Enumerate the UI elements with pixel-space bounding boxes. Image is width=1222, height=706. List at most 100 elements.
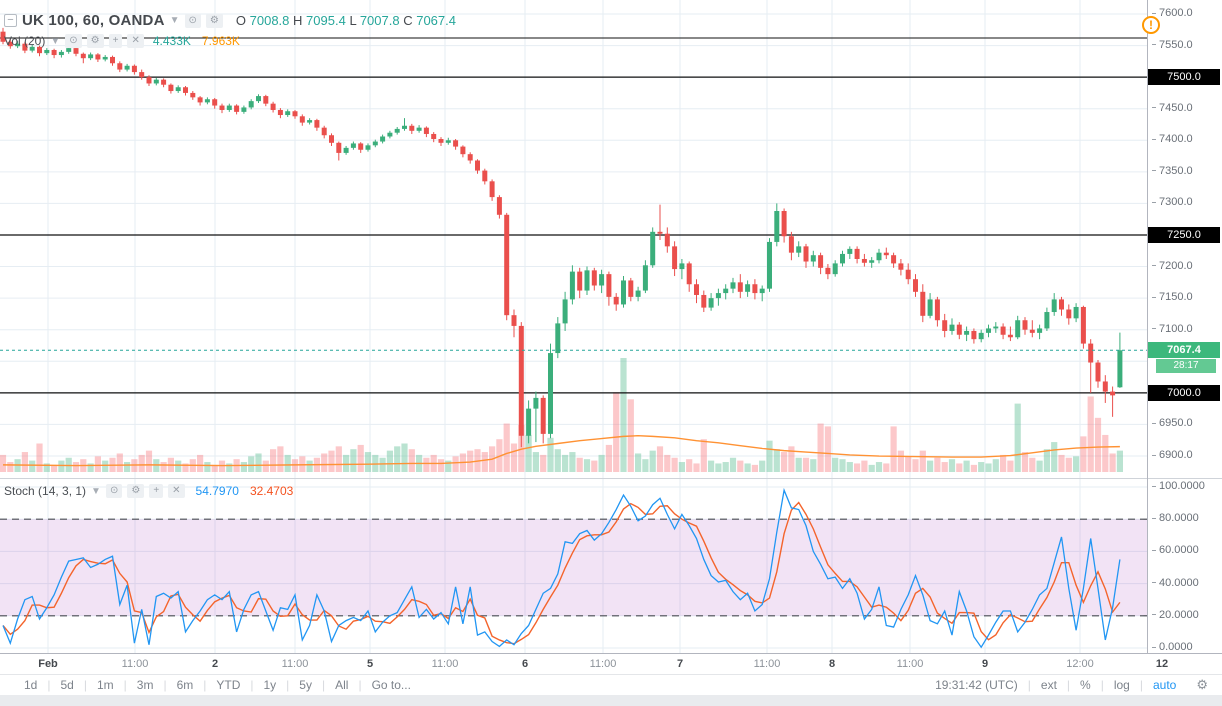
range-button-1m[interactable]: 1m <box>96 678 114 692</box>
toolbar-button-ext[interactable]: ext <box>1040 678 1057 692</box>
candle-body <box>1007 334 1013 338</box>
gear-icon[interactable]: ⚙ <box>127 484 145 498</box>
candle-body <box>168 84 174 92</box>
clock-utc[interactable]: 19:31:42 (UTC) <box>935 678 1018 692</box>
volume-bar <box>729 457 737 472</box>
toolbar-button-auto[interactable]: auto <box>1152 678 1177 692</box>
range-button-5y[interactable]: 5y <box>299 678 312 692</box>
toolbar-separator: | <box>1139 678 1143 692</box>
eye-icon[interactable]: ⊙ <box>105 484 123 498</box>
time-label-5: 5 <box>366 658 374 670</box>
volume-layer <box>0 358 1123 472</box>
time-label-6: 6 <box>521 658 529 670</box>
close-icon[interactable]: ✕ <box>127 34 144 48</box>
pane-separator[interactable] <box>0 478 1222 479</box>
volume-bar <box>912 459 919 472</box>
volume-bar <box>854 463 861 472</box>
gear-icon[interactable]: ⚙ <box>205 13 223 28</box>
volume-bar <box>715 463 722 472</box>
volume-bar <box>43 463 50 472</box>
chevron-down-icon[interactable]: ▼ <box>91 485 101 497</box>
volume-bar <box>598 454 605 472</box>
time-axis[interactable]: Feb 11:00 2 11:00 5 11:00 6 11:00 7 11:00 8 11:00 9 1… <box>0 653 1222 673</box>
volume-bar <box>1080 436 1087 472</box>
range-button-5d[interactable]: 5d <box>60 678 74 692</box>
candle-body <box>650 231 656 266</box>
stoch-indicator-label[interactable]: Stoch (14, 3, 1) <box>4 484 87 498</box>
close-icon[interactable]: ✕ <box>168 484 185 498</box>
candle-body <box>22 43 28 51</box>
volume-bar <box>197 454 204 472</box>
candle-body <box>394 128 400 133</box>
symbol-title[interactable]: UK 100, 60, OANDA <box>22 12 165 29</box>
candle-body <box>767 241 772 289</box>
settings-gear-icon[interactable]: ⚙ <box>1196 677 1208 692</box>
candle-body <box>1051 299 1057 313</box>
volume-bar <box>423 457 430 472</box>
volume-bar <box>328 450 335 472</box>
stoch-axis-label: 0.0000 <box>1152 641 1193 653</box>
candle-body <box>613 296 619 305</box>
candle-body <box>73 48 79 54</box>
toolbar-button-log[interactable]: log <box>1113 678 1130 692</box>
eye-icon[interactable]: ⊙ <box>65 34 82 48</box>
candle-body <box>285 111 291 116</box>
stoch-pane[interactable] <box>0 478 1147 653</box>
stoch-k-value: 54.7970 <box>195 484 239 498</box>
candle-body <box>635 290 641 297</box>
price-level-label[interactable]: 7500.0 <box>1148 69 1220 86</box>
goto-button[interactable]: Go to... <box>371 678 411 692</box>
range-button-YTD[interactable]: YTD <box>216 678 241 692</box>
stoch-axis-label: 60.0000 <box>1152 544 1199 556</box>
volume-indicator-label[interactable]: Vol (20) <box>4 34 46 48</box>
chevron-down-icon[interactable]: ▼ <box>169 15 180 26</box>
candle-body <box>672 246 678 270</box>
price-level-label[interactable]: 7250.0 <box>1148 226 1220 243</box>
candle-body <box>715 293 721 299</box>
range-button-3m[interactable]: 3m <box>136 678 154 692</box>
range-button-1y[interactable]: 1y <box>263 678 277 692</box>
candle-body <box>606 274 612 297</box>
price-axis-label: 6950.0 <box>1152 417 1193 429</box>
price-pane[interactable] <box>0 0 1147 478</box>
range-button-6m[interactable]: 6m <box>176 678 194 692</box>
candle-body <box>788 236 794 253</box>
volume-bar <box>350 449 357 472</box>
chevron-down-icon[interactable]: ▼ <box>50 35 61 47</box>
volume-bar <box>948 459 956 472</box>
candle-body <box>1015 320 1021 338</box>
plus-icon[interactable]: + <box>149 484 164 498</box>
volume-bar <box>306 460 313 472</box>
volume-bar <box>576 457 583 472</box>
volume-bar <box>985 463 992 472</box>
volume-bar <box>722 462 729 472</box>
stoch-d-line <box>2 501 1121 645</box>
candle-body <box>80 53 86 59</box>
time-label-11:00: 11:00 <box>431 658 459 670</box>
alert-icon[interactable]: ! <box>1142 16 1160 34</box>
toolbar-button-%[interactable]: % <box>1080 678 1091 692</box>
volume-bar <box>759 460 766 472</box>
stoch-band <box>0 519 1147 616</box>
high-value: 7095.4 <box>306 13 346 28</box>
volume-bar <box>605 444 612 472</box>
collapse-legend-icon[interactable]: − <box>4 14 17 27</box>
candle-body <box>343 147 349 153</box>
volume-bar <box>547 437 554 472</box>
price-level-label[interactable]: 7000.0 <box>1148 384 1220 401</box>
plus-icon[interactable]: + <box>108 34 123 48</box>
eye-icon[interactable]: ⊙ <box>184 13 201 28</box>
volume-bar <box>737 460 744 472</box>
range-button-1d[interactable]: 1d <box>24 678 38 692</box>
volume-bar <box>204 462 211 472</box>
volume-bar <box>1065 457 1072 472</box>
range-button-All[interactable]: All <box>335 678 349 692</box>
candle-body <box>307 120 313 123</box>
volume-bar <box>51 464 58 472</box>
volume-bar <box>649 450 656 472</box>
candle-body <box>197 97 203 103</box>
time-label-12:00: 12:00 <box>1066 658 1094 670</box>
gear-icon[interactable]: ⚙ <box>86 34 104 48</box>
candle-body <box>292 111 298 117</box>
price-axis-label: 6900.0 <box>1152 449 1193 461</box>
